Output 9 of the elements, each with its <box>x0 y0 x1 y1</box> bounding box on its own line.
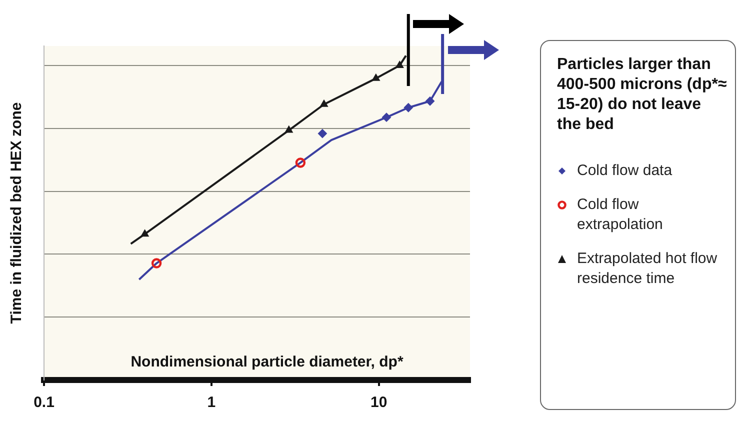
legend-label: Extrapolated hot flow residence time <box>577 249 718 289</box>
x-tick-label: 10 <box>370 394 388 412</box>
x-tick-label: 0.1 <box>34 394 54 412</box>
x-tick-label: 1 <box>207 394 216 412</box>
legend-label: Cold flow data <box>577 161 672 181</box>
legend-label: Cold flow extrapolation <box>577 195 664 235</box>
text: Particles larger than 400-500 microns (dp*≈ 15-20) do not leave the bed <box>557 55 727 135</box>
x-axis-title: Nondimensional particle diameter, dp* <box>130 354 404 371</box>
y-axis-title: Time in fluidized bed HEX zone <box>8 102 26 324</box>
